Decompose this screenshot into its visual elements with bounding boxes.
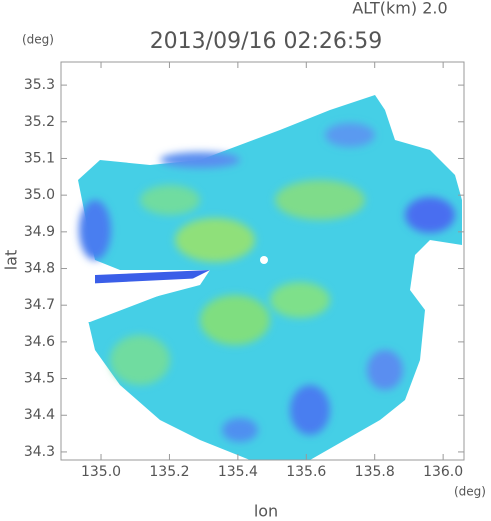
x-tick-label: 135.2	[149, 464, 189, 480]
x-tick-label: 135.8	[355, 464, 395, 480]
x-tick-label: 135.4	[218, 464, 258, 480]
y-tick-label: 34.6	[24, 334, 55, 350]
x-unit: (deg)	[454, 485, 486, 499]
y-tick-label: 35.3	[24, 77, 55, 93]
x-axis-label: lon	[254, 502, 278, 521]
y-tick-label: 35.0	[24, 187, 55, 203]
y-axis-label: lat	[2, 250, 21, 271]
radar-echo	[61, 95, 462, 460]
y-unit: (deg)	[22, 33, 54, 47]
y-tick-label: 34.5	[24, 371, 55, 387]
altitude-label: ALT(km) 2.0	[352, 0, 447, 18]
y-tick-label: 34.3	[24, 444, 55, 460]
plot-frame	[60, 61, 465, 461]
chart-title: 2013/09/16 02:26:59	[150, 29, 383, 54]
x-tick-label: 135.6	[286, 464, 326, 480]
y-tick-label: 34.7	[24, 297, 55, 313]
radar-site	[260, 256, 268, 264]
y-tick-label: 35.1	[24, 150, 55, 166]
x-tick-label: 136.0	[423, 464, 463, 480]
y-tick-label: 35.2	[24, 114, 55, 130]
y-tick-label: 34.4	[24, 407, 55, 423]
beam-gap	[61, 278, 205, 322]
echo-texture	[79, 123, 455, 442]
y-tick-label: 34.8	[24, 261, 55, 277]
x-tick-label: 135.0	[81, 464, 121, 480]
y-tick-label: 34.9	[24, 224, 55, 240]
